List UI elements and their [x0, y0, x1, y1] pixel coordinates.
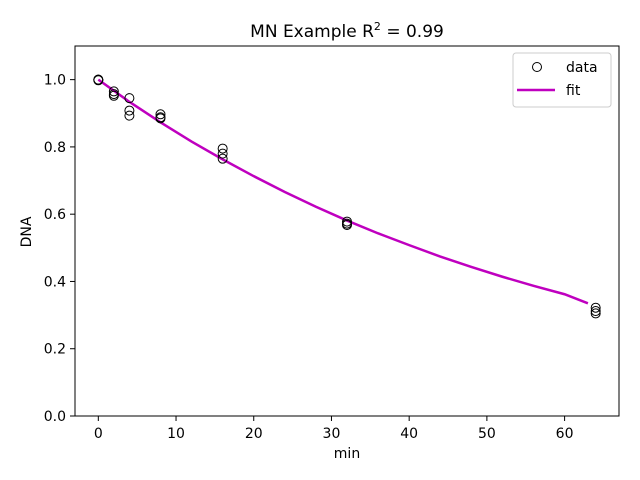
data-point [124, 93, 135, 104]
x-tick-label: 60 [556, 426, 574, 442]
plot-area [93, 74, 601, 319]
x-tick-label: 30 [323, 426, 341, 442]
data-point [108, 89, 119, 100]
y-tick-label: 0.8 [44, 140, 66, 156]
data-point [124, 110, 135, 121]
y-axis: 0.0 0.2 0.4 0.6 0.8 1.0 [44, 73, 75, 425]
legend-frame [512, 52, 612, 108]
data-point [342, 219, 352, 230]
legend-label-fit: fit [566, 83, 581, 99]
data-point [108, 86, 119, 97]
chart-title: MN Example R2 = 0.99 [250, 20, 444, 42]
x-tick-label: 0 [94, 426, 103, 442]
x-axis-label: min [334, 446, 360, 462]
data-point [590, 306, 601, 317]
fit-line [97, 78, 589, 305]
x-axis: 0 10 20 30 40 50 60 [94, 416, 574, 442]
data-point [590, 308, 601, 319]
legend: data fit [512, 52, 612, 108]
y-tick-label: 0.4 [44, 274, 66, 290]
data-point [155, 109, 166, 120]
legend-label-data: data [566, 60, 598, 76]
y-tick-label: 0.6 [44, 207, 66, 223]
data-point [217, 153, 228, 164]
x-tick-label: 10 [167, 426, 185, 442]
legend-marker-data [532, 62, 542, 72]
y-tick-label: 0.2 [44, 342, 66, 358]
y-tick-label: 1.0 [44, 73, 66, 89]
data-point [124, 105, 135, 116]
data-point [93, 75, 104, 86]
y-tick-label: 0.0 [44, 409, 66, 425]
data-point [217, 143, 228, 154]
plot-frame [74, 45, 620, 417]
x-tick-label: 20 [245, 426, 263, 442]
y-axis-label: DNA [19, 216, 35, 247]
data-point [217, 148, 228, 159]
x-tick-label: 40 [400, 426, 418, 442]
data-point [590, 302, 601, 313]
data-point [155, 113, 166, 124]
x-tick-label: 50 [478, 426, 496, 442]
